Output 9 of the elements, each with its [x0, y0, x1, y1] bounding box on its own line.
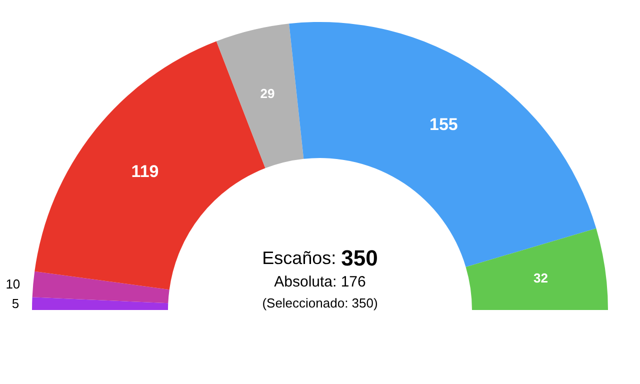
text: Escaños: 350 [262, 246, 378, 270]
data-label: 10 [6, 276, 20, 292]
data-label: 29 [260, 86, 275, 101]
data-label: 5 [12, 296, 20, 311]
data-label: 155 [429, 114, 458, 134]
data-label: 32 [533, 270, 548, 286]
text: Absoluta: 176 [274, 274, 366, 290]
text: (Seleccionado: 350) [262, 296, 378, 310]
data-label: 119 [131, 162, 159, 182]
